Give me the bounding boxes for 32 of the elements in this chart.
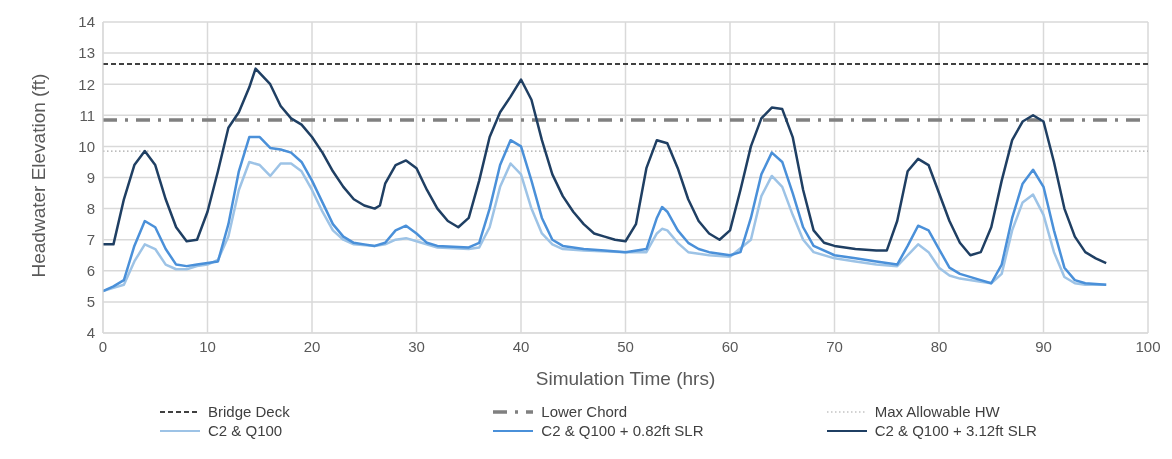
y-tick-label: 5 [86,293,95,311]
x-tick-label: 60 [721,337,739,355]
x-tick-label: 80 [930,337,948,355]
y-tick-label: 12 [78,75,95,93]
y-axis-title: Headwater Elevation (ft) [27,73,49,278]
legend-label: C2 & Q100 [208,422,283,439]
legend-label: Max Allowable HW [874,403,1000,420]
y-tick-label: 8 [86,199,95,217]
legend-label: Bridge Deck [208,403,290,420]
x-tick-label: 90 [1035,337,1052,355]
x-tick-label: 0 [98,337,108,355]
x-tick-label: 100 [1135,337,1161,355]
y-tick-label: 6 [86,262,95,280]
x-tick-label: 40 [512,337,530,355]
y-tick-label: 14 [78,13,95,31]
legend-label: Lower Chord [541,403,628,420]
legend-label: C2 & Q100 + 3.12ft SLR [874,422,1037,439]
x-tick-label: 10 [199,337,216,355]
x-tick-label: 70 [826,337,843,355]
y-tick-label: 7 [86,231,95,249]
line-series [103,135,1108,293]
x-tick-label: 50 [617,337,634,355]
y-tick-label: 10 [78,137,95,155]
line-series [103,67,1108,265]
y-tick-label: 4 [86,324,95,342]
y-tick-label: 9 [86,168,95,186]
legend-label: C2 & Q100 + 0.82ft SLR [541,422,704,439]
x-axis-title: Simulation Time (hrs) [535,368,716,389]
y-tick-label: 13 [78,44,95,62]
x-tick-label: 20 [303,337,321,355]
y-tick-label: 11 [79,106,95,124]
x-tick-label: 30 [408,337,425,355]
